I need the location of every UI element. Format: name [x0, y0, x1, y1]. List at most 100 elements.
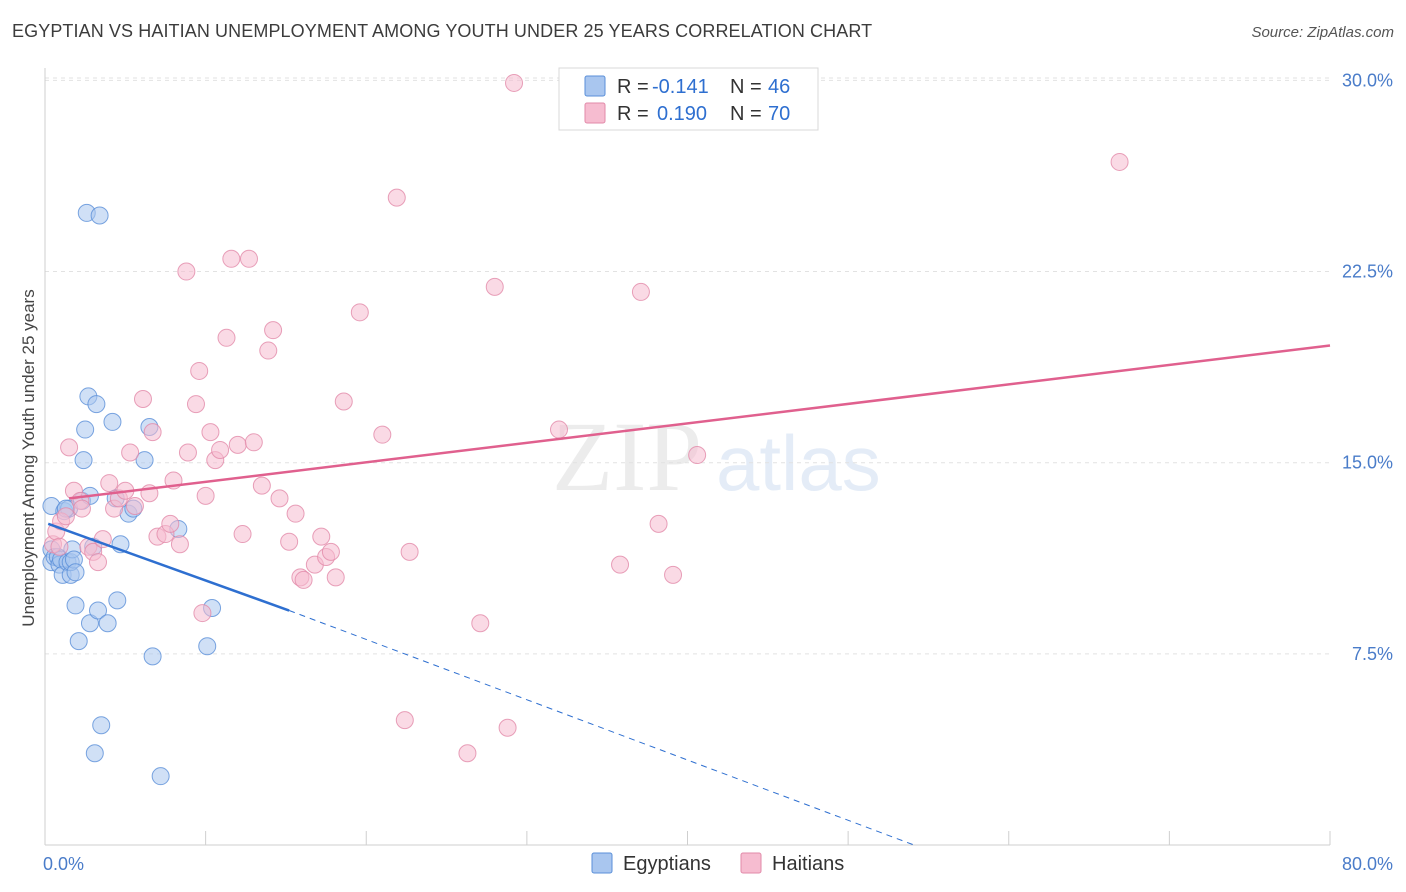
x-tick-label-max: 80.0%	[1342, 854, 1393, 874]
x-ticks	[205, 831, 1331, 845]
legend-swatch-haitians	[584, 102, 606, 124]
egyptians-point	[151, 767, 170, 786]
haitians-point	[72, 499, 91, 518]
haitians-point	[201, 423, 220, 442]
haitians-point	[611, 555, 630, 574]
watermark-zip: ZIP	[552, 401, 702, 512]
legend-n-label-haitians: N =	[730, 103, 762, 125]
egyptians-point	[85, 744, 104, 763]
haitians-point	[170, 535, 189, 554]
haitians-point	[233, 525, 252, 544]
haitians-point	[143, 423, 162, 442]
egyptians-point	[80, 614, 99, 633]
haitians-point	[239, 249, 258, 268]
haitians-point	[312, 527, 331, 546]
egyptians-point	[66, 563, 85, 582]
haitians-point	[280, 532, 299, 551]
trend-lines	[47, 344, 1331, 846]
haitians-point	[211, 440, 230, 459]
haitians-point	[505, 73, 524, 92]
bottom-legend-swatch-haitians[interactable]	[740, 852, 762, 874]
legend-n-value-egyptians: 46	[768, 76, 790, 98]
haitians-point	[244, 433, 263, 452]
watermark: ZIP atlas	[552, 401, 881, 512]
haitians-point	[321, 542, 340, 561]
egyptians-point	[90, 206, 109, 225]
haitians-point	[395, 711, 414, 730]
legend-r-value-haitians: 0.190	[657, 103, 707, 125]
haitians-point	[286, 504, 305, 523]
haitians-point	[133, 389, 152, 408]
haitians-point	[50, 537, 69, 556]
haitians-point	[550, 420, 568, 439]
y-tick-label: 22.5%	[1342, 262, 1393, 282]
chart-title: EGYPTIAN VS HAITIAN UNEMPLOYMENT AMONG Y…	[12, 21, 873, 41]
haitians-point	[252, 476, 271, 495]
egyptians-point	[89, 601, 108, 620]
egyptians-point	[98, 614, 117, 633]
egyptians-point	[66, 596, 85, 615]
legend-n-value-haitians: 70	[768, 103, 790, 125]
haitians-point	[125, 497, 144, 516]
haitians-point	[161, 514, 180, 533]
y-tick-label: 7.5%	[1352, 644, 1393, 664]
series-legend: Egyptians Haitians	[591, 852, 844, 875]
trend-line-haitians	[68, 344, 1331, 500]
egyptians-point	[143, 647, 162, 666]
egyptians-point	[92, 716, 111, 735]
haitians-point	[228, 435, 247, 454]
bottom-legend-label-egyptians[interactable]: Egyptians	[623, 853, 711, 875]
haitians-point	[350, 303, 369, 322]
haitians-point	[177, 262, 196, 281]
y-axis-label: Unemployment Among Youth under 25 years	[19, 289, 38, 626]
haitians-point	[400, 542, 419, 561]
haitians-point	[60, 438, 79, 457]
haitians-point	[1110, 152, 1129, 171]
legend-n-label-egyptians: N =	[730, 76, 762, 98]
haitians-point	[294, 570, 313, 589]
y-tick-label: 15.0%	[1342, 453, 1393, 473]
haitians-point	[222, 249, 241, 268]
haitians-point	[373, 425, 392, 444]
legend-swatch-egyptians	[584, 75, 606, 97]
haitians-point	[688, 446, 707, 465]
egyptians-point	[108, 591, 127, 610]
egyptians-point	[69, 632, 88, 651]
haitians-point	[100, 474, 119, 493]
haitians-point	[387, 188, 406, 207]
x-tick-label-min: 0.0%	[43, 854, 84, 874]
egyptians-point	[87, 395, 106, 414]
egyptians-point	[76, 420, 95, 439]
legend-r-label-haitians: R =	[617, 103, 649, 125]
y-tick-labels: 7.5% 15.0% 22.5% 30.0%	[1342, 70, 1393, 663]
correlation-legend: R = -0.141 N = 46 R = 0.190 N = 70	[558, 67, 819, 131]
haitians-point	[190, 361, 209, 380]
haitians-point	[193, 604, 212, 623]
haitians-point	[649, 514, 668, 533]
egyptians-point	[74, 451, 93, 470]
haitians-point	[89, 553, 108, 572]
gridlines	[45, 77, 1330, 655]
haitians-point	[631, 282, 650, 301]
haitians-point	[264, 321, 283, 340]
haitians-point	[121, 443, 140, 462]
bottom-legend-label-haitians[interactable]: Haitians	[772, 853, 844, 875]
bottom-legend-swatch-egyptians[interactable]	[591, 852, 613, 874]
haitians-point	[217, 328, 236, 347]
haitians-point	[664, 565, 683, 584]
egyptians-point	[135, 451, 154, 470]
legend-r-label-egyptians: R =	[617, 76, 649, 98]
haitians-point	[178, 443, 197, 462]
haitians-point	[458, 744, 477, 763]
haitians-point	[186, 395, 205, 414]
haitians-point	[471, 614, 490, 633]
egyptians-point	[103, 412, 122, 431]
haitians-point	[259, 341, 278, 360]
haitians-point	[196, 486, 215, 505]
haitians-point	[498, 718, 517, 737]
legend-r-value-egyptians: -0.141	[652, 76, 709, 98]
y-tick-label: 30.0%	[1342, 70, 1393, 90]
source-label: Source: ZipAtlas.com	[1251, 24, 1394, 41]
haitians-point	[485, 277, 504, 296]
